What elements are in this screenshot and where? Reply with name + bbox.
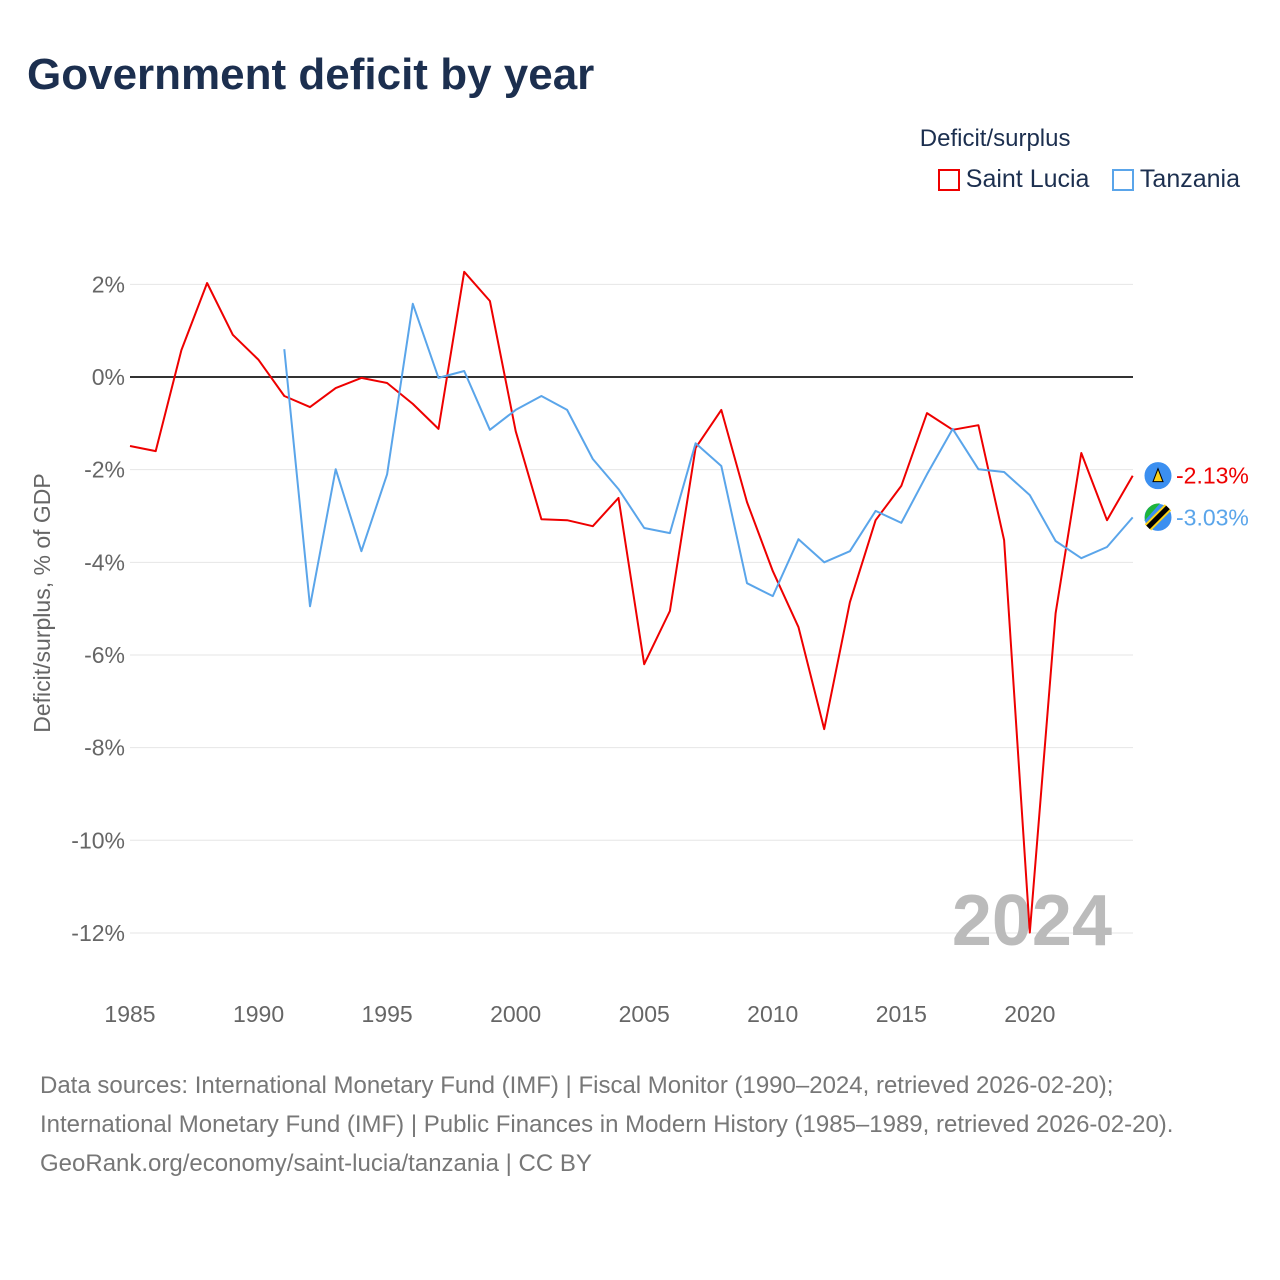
y-tick-label: -10% [71, 827, 125, 853]
legend-title: Deficit/surplus [919, 125, 1071, 152]
y-tick-label: -8% [84, 735, 125, 761]
chart-title: Government deficit by year [27, 50, 595, 99]
end-value-label: -2.13% [1176, 463, 1249, 489]
y-tick-label: -6% [84, 642, 125, 668]
x-tick-label: 2005 [619, 1001, 670, 1027]
line-chart: 2% 0% -2% -4% -6% -8% -10% -12% 1985 1990 1995 2000… [29, 270, 1249, 1027]
credit-link[interactable]: GeoRank.org/economy/saint-lucia/tanzania… [40, 1150, 592, 1177]
x-tick-label: 1990 [233, 1001, 284, 1027]
data-sources: Data sources: International Monetary Fun… [40, 1072, 1174, 1138]
x-tick-label: 1995 [362, 1001, 413, 1027]
legend-label: Saint Lucia [965, 165, 1090, 193]
flag-green [1144, 503, 1160, 522]
y-tick-label: 2% [92, 271, 125, 297]
legend-item-tanzania[interactable]: Tanzania [1111, 165, 1240, 194]
x-tick-label: 1985 [104, 1001, 155, 1027]
legend-label: Tanzania [1139, 165, 1240, 193]
x-tick-label: 2000 [490, 1001, 541, 1027]
flag-triangle [1152, 467, 1164, 483]
legend-swatch [937, 168, 960, 191]
legend-swatch [1111, 168, 1134, 191]
series-line-saint-lucia [129, 270, 1134, 934]
series-line-tanzania [283, 302, 1134, 608]
flag-stripe-black [1146, 505, 1170, 530]
legend: Deficit/surplus Saint Lucia Tanzania [920, 125, 1240, 196]
x-tick-label: 2010 [747, 1001, 798, 1027]
y-tick-label: -2% [84, 457, 125, 483]
footer: Data sources: International Monetary Fun… [40, 1066, 1240, 1183]
y-tick-label: -4% [84, 549, 125, 575]
legend-item-saint-lucia[interactable]: Saint Lucia [937, 165, 1090, 194]
x-tick-label: 2020 [1004, 1001, 1055, 1027]
y-tick-label: -12% [71, 920, 125, 946]
y-axis-label: Deficit/surplus, % of GDP [29, 473, 55, 732]
y-tick-label: 0% [92, 364, 125, 390]
end-value-label: -3.03% [1176, 504, 1249, 530]
year-watermark: 2024 [952, 881, 1112, 961]
x-tick-label: 2015 [876, 1001, 927, 1027]
